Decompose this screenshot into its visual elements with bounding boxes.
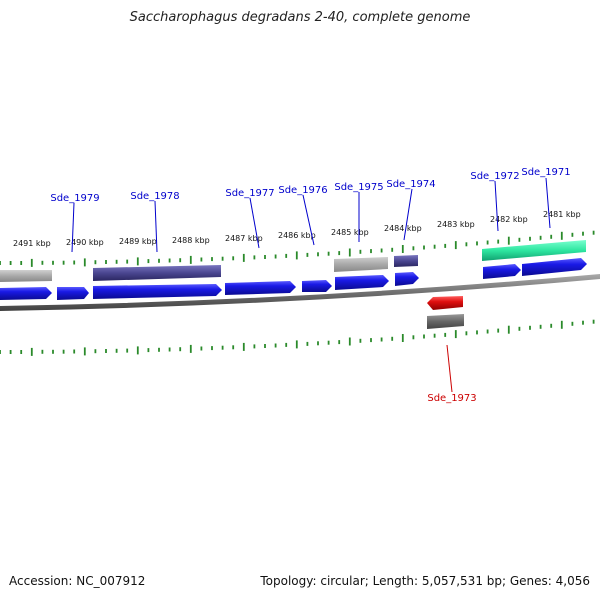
ruler-label: 2491 kbp (13, 239, 51, 248)
gene-label-sde-1979: Sde_1979 (50, 193, 99, 204)
ruler-label: 2488 kbp (172, 236, 210, 245)
ruler-ticks-top (0, 230, 595, 267)
ruler-label: 2481 kbp (543, 210, 581, 219)
page-title: Saccharophagus degradans 2-40, complete … (129, 10, 471, 25)
feature-sde-1975-block (334, 257, 388, 272)
leader-sde-1978 (154, 200, 158, 253)
ruler-label: 2483 kbp (437, 220, 475, 229)
ruler-label: 2487 kbp (225, 234, 263, 243)
gene-label-sde-1975: Sde_1975 (334, 182, 383, 193)
gene-label-sde-1978: Sde_1978 (130, 191, 179, 202)
feature-gray-left (0, 270, 52, 282)
leader-sde-1972 (494, 180, 499, 232)
leader-sde-1977 (249, 197, 260, 249)
cds-sde-1976 (302, 280, 332, 292)
ruler-label: 2482 kbp (490, 215, 528, 224)
gene-label-sde-1971: Sde_1971 (521, 167, 570, 178)
leader-sde-1976 (302, 194, 315, 246)
ruler-label: 2490 kbp (66, 238, 104, 247)
leader-sde-1973 (446, 344, 453, 393)
ruler-label: 2489 kbp (119, 237, 157, 246)
ruler-label: 2486 kbp (278, 231, 316, 240)
cds-sde-1979 (57, 287, 89, 300)
ruler-ticks-bottom (0, 319, 595, 356)
gene-label-sde-1974: Sde_1974 (386, 179, 435, 190)
gene-label-sde-1973: Sde_1973 (427, 393, 476, 404)
feature-sde-1972-block (482, 240, 586, 261)
gene-label-sde-1977: Sde_1977 (225, 188, 274, 199)
ruler-labels: 2491 kbp 2490 kbp 2489 kbp 2488 kbp 2487… (13, 210, 581, 248)
leader-sde-1979 (71, 202, 75, 253)
cds-sde-1975 (335, 275, 389, 290)
accession-text: Accession: NC_007912 (9, 574, 146, 588)
ruler-label: 2484 kbp (384, 224, 422, 233)
genome-summary-text: Topology: circular; Length: 5,057,531 bp… (260, 574, 590, 588)
cds-sde-1972 (483, 264, 521, 279)
cds-arrow-left-edge (0, 287, 52, 300)
leader-sde-1971 (545, 177, 551, 229)
gene-label-leaders (71, 177, 551, 393)
gene-label-sde-1976: Sde_1976 (278, 185, 327, 196)
feature-sde-1974-block (394, 255, 418, 267)
cds-sde-1971 (522, 258, 587, 276)
gene-label-sde-1972: Sde_1972 (470, 171, 519, 182)
ruler-label: 2485 kbp (331, 228, 369, 237)
feature-sde-1978-block (93, 265, 221, 281)
cds-sde-1974 (395, 272, 419, 286)
cds-sde-1977 (225, 281, 296, 295)
feature-sde-1973-block (427, 314, 464, 329)
cds-sde-1973 (427, 296, 463, 310)
leader-sde-1974 (403, 188, 413, 241)
genome-backbone (0, 274, 600, 311)
gene-labels: Sde_1979 Sde_1978 Sde_1977 Sde_1976 Sde_… (50, 167, 570, 404)
cds-sde-1978 (93, 284, 222, 299)
